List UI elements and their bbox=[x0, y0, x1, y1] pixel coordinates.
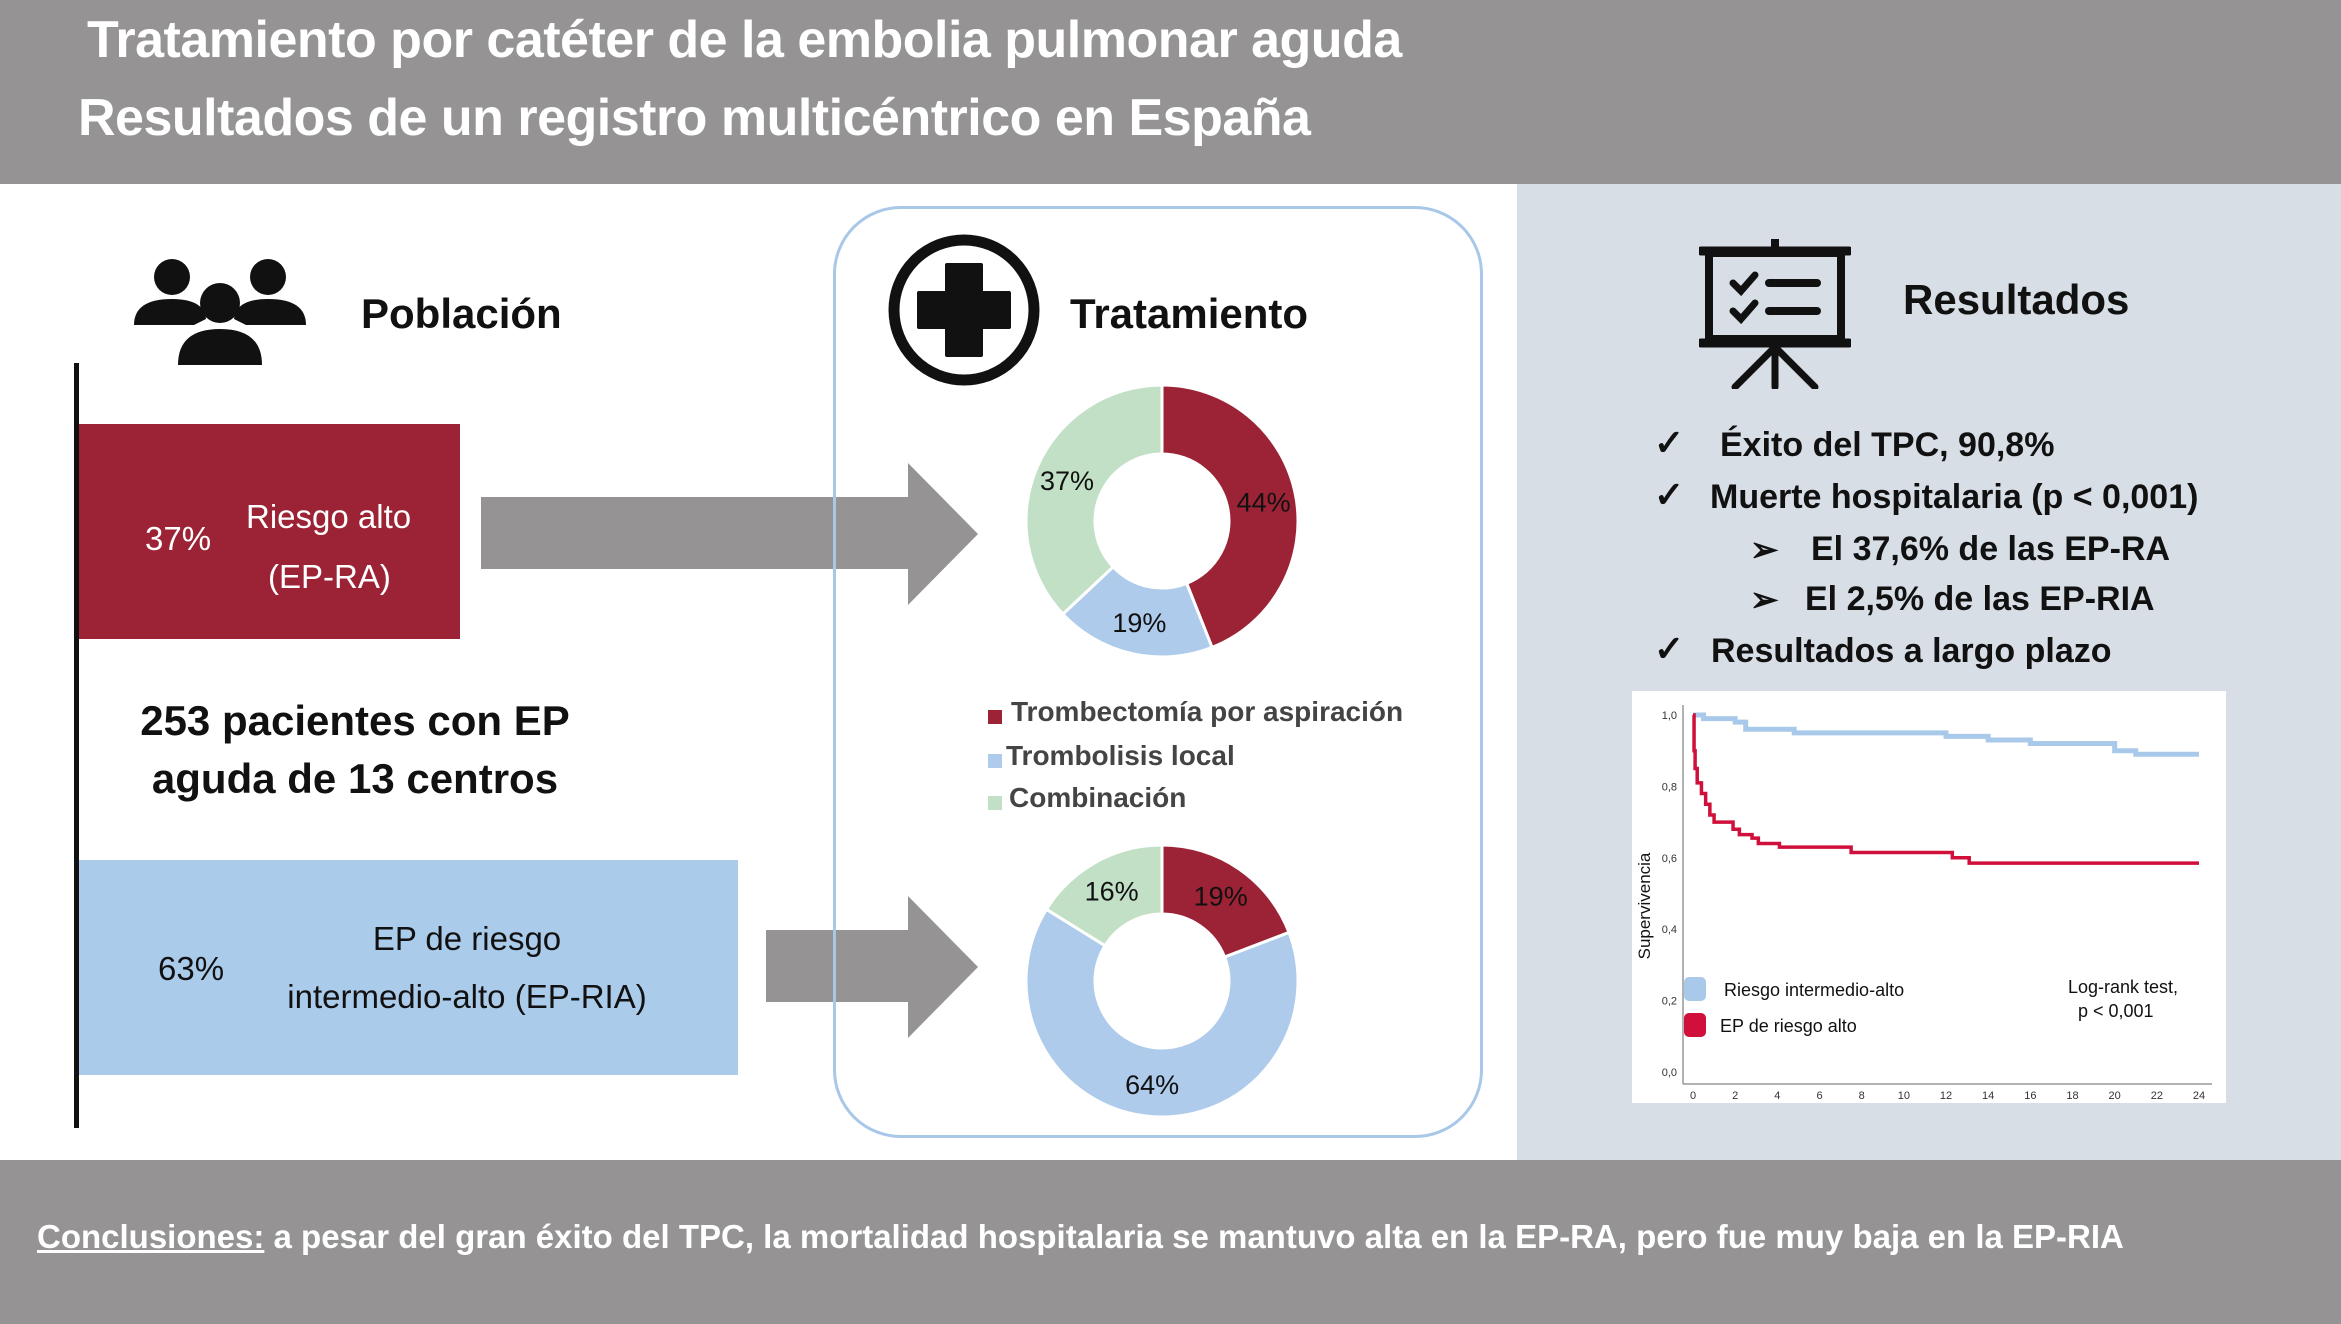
presentation-board-icon bbox=[1699, 239, 1851, 389]
arrow-bullet-icon: ➢ bbox=[1750, 531, 1779, 569]
intermediate-risk-label-1: EP de riesgo bbox=[372, 920, 562, 957]
y-tick-label: 0,0 bbox=[1662, 1067, 1677, 1079]
result-item-mortality: Muerte hospitalaria (p < 0,001) bbox=[1710, 478, 2199, 516]
result-item-ep-ria: El 2,5% de las EP-RIA bbox=[1805, 580, 2155, 618]
x-tick-label: 20 bbox=[2109, 1090, 2121, 1102]
conclusions-label: Conclusiones: bbox=[37, 1218, 265, 1255]
result-item-long-term: Resultados a largo plazo bbox=[1711, 632, 2112, 670]
people-group-icon bbox=[134, 259, 306, 365]
survival-curve-1 bbox=[1692, 713, 2199, 865]
x-tick-label: 22 bbox=[2151, 1090, 2163, 1102]
x-tick-label: 14 bbox=[1982, 1090, 1994, 1102]
check-icon: ✓ bbox=[1654, 628, 1685, 669]
summary-line-1: 253 pacientes con EP bbox=[140, 697, 570, 744]
legend-label-combination: Combinación bbox=[1009, 782, 1187, 813]
treatment-panel bbox=[833, 206, 1483, 1138]
high-risk-label-2: (EP-RA) bbox=[268, 558, 391, 595]
legend-swatch bbox=[1684, 1013, 1706, 1037]
footer-banner bbox=[0, 1160, 2341, 1324]
legend-swatch-aspiration bbox=[988, 710, 1002, 724]
arrow-bullet-icon: ➢ bbox=[1750, 581, 1779, 619]
header-banner: Tratamiento por catéter de la embolia pu… bbox=[0, 0, 2341, 184]
y-tick-label: 0,2 bbox=[1662, 996, 1677, 1008]
y-tick-label: 0,8 bbox=[1662, 781, 1677, 793]
arrow-right-icon bbox=[766, 896, 978, 1038]
intermediate-risk-label-2: intermedio-alto (EP-RIA) bbox=[287, 978, 647, 1015]
x-tick-label: 4 bbox=[1774, 1090, 1780, 1102]
legend-swatch-local-thrombolysis bbox=[988, 754, 1002, 768]
conclusions-text: a pesar del gran éxito del TPC, la morta… bbox=[264, 1218, 2124, 1255]
timeline-divider bbox=[74, 363, 79, 1128]
survival-chart-panel: 0 2 4 6 8 10 12 14 16 18 20 22 24 0,0 0,2 0,4 0,6 0,8 1,0 S… bbox=[1632, 691, 2226, 1103]
legend-swatch bbox=[1684, 977, 1706, 1001]
high-risk-box: 37% Riesgo alto (EP-RA) bbox=[79, 424, 460, 639]
survival-chart: 0 2 4 6 8 10 12 14 16 18 20 22 240,00,20,40,60,81,0S… bbox=[1635, 705, 2212, 1102]
x-tick-label: 8 bbox=[1859, 1090, 1865, 1102]
annotation-line-2: p < 0,001 bbox=[2078, 1001, 2154, 1021]
high-risk-label-1: Riesgo alto bbox=[246, 498, 412, 535]
title-line-1: Tratamiento por catéter de la embolia pu… bbox=[87, 11, 1402, 69]
survival-curve-0 bbox=[1693, 712, 2199, 757]
x-tick-label: 10 bbox=[1898, 1090, 1910, 1102]
title-line-2: Resultados de un registro multicéntrico … bbox=[78, 89, 1311, 147]
y-tick-label: 0,4 bbox=[1662, 924, 1677, 936]
check-icon: ✓ bbox=[1654, 422, 1685, 463]
intermediate-risk-box: 63% EP de riesgo intermedio-alto (EP-RIA… bbox=[79, 860, 738, 1075]
high-risk-percent: 37% bbox=[145, 520, 212, 557]
results-heading: Resultados bbox=[1903, 276, 2130, 323]
x-tick-label: 16 bbox=[2024, 1090, 2036, 1102]
x-tick-label: 6 bbox=[1816, 1090, 1822, 1102]
y-tick-label: 0,6 bbox=[1662, 853, 1677, 865]
check-icon: ✓ bbox=[1654, 474, 1685, 515]
x-tick-label: 24 bbox=[2193, 1090, 2205, 1102]
x-tick-label: 18 bbox=[2066, 1090, 2078, 1102]
conclusions: Conclusiones: a pesar del gran éxito del… bbox=[37, 1218, 2124, 1256]
legend-label-aspiration: Trombectomía por aspiración bbox=[1011, 696, 1404, 727]
annotation-line-1: Log-rank test, bbox=[2068, 977, 2178, 997]
y-axis-label: Supervivencia bbox=[1635, 852, 1654, 959]
population-heading: Población bbox=[361, 290, 562, 337]
result-item-ep-ra: El 37,6% de las EP-RA bbox=[1811, 530, 2171, 568]
summary-line-2: aguda de 13 centros bbox=[151, 755, 559, 802]
legend-swatch-combination bbox=[988, 796, 1002, 810]
x-tick-label: 2 bbox=[1732, 1090, 1738, 1102]
arrow-right-icon bbox=[481, 463, 978, 605]
legend-label: EP de riesgo alto bbox=[1720, 1016, 1857, 1036]
legend-label: Riesgo intermedio-alto bbox=[1724, 980, 1904, 1000]
legend-label-local-thrombolysis: Trombolisis local bbox=[1006, 740, 1235, 771]
intermediate-risk-percent: 63% bbox=[158, 950, 225, 987]
result-item-success: Éxito del TPC, 90,8% bbox=[1720, 426, 2055, 464]
treatment-heading: Tratamiento bbox=[1070, 290, 1309, 337]
y-tick-label: 1,0 bbox=[1662, 710, 1677, 722]
x-tick-label: 12 bbox=[1940, 1090, 1952, 1102]
x-tick-label: 0 bbox=[1690, 1090, 1696, 1102]
medical-cross-icon bbox=[888, 234, 1040, 386]
